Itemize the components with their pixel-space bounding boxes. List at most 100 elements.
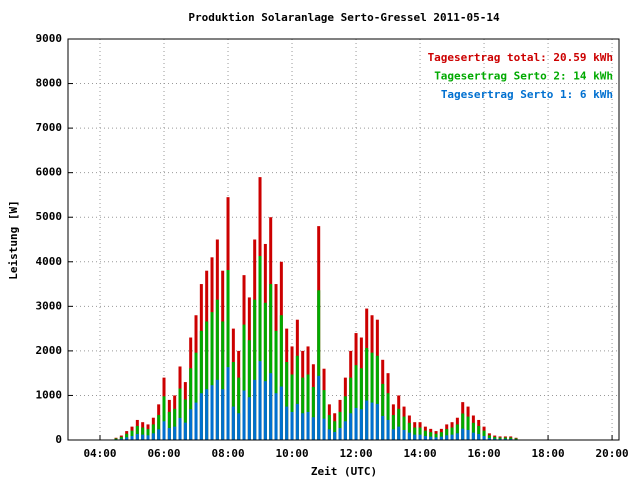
x-tick-label: 14:00 [403,447,436,460]
bar [381,383,385,440]
bar [119,436,123,440]
bar [253,299,257,440]
y-tick-label: 4000 [36,255,63,268]
bar [455,424,459,440]
bar [215,379,219,440]
bar [162,396,166,440]
bar [487,435,491,440]
bar [317,375,321,440]
bar [413,434,417,440]
y-tick-label: 8000 [36,77,63,90]
bar [461,428,465,440]
bar [327,429,331,440]
bar [429,436,433,440]
bar [343,396,347,440]
bar [397,408,401,440]
bar [141,427,145,440]
y-tick-label: 9000 [36,32,63,45]
y-axis-label: Leistung [W] [7,200,20,279]
bar [178,417,182,440]
legend-entry: Tagesertrag total: 20.59 kWh [428,51,613,64]
bar [167,411,171,440]
bar [365,400,369,440]
bar [237,413,241,440]
bar [135,433,139,440]
bar [359,409,363,440]
bar [402,416,406,440]
bar [354,407,358,440]
bar [311,417,315,440]
y-tick-label: 7000 [36,121,63,134]
bar [322,418,326,440]
bar [477,433,481,440]
bar [199,330,203,440]
bar [407,422,411,440]
bar [397,426,401,440]
bar [471,422,475,440]
bar [450,434,454,440]
bar [498,437,502,440]
bar [183,399,187,440]
bar [247,397,251,440]
bar [231,362,235,440]
bar [231,406,235,440]
bar [375,355,379,440]
bar [263,381,267,440]
bar [514,438,518,440]
bar [381,415,385,440]
bar [301,377,305,440]
bar [445,435,449,440]
bar [407,432,411,440]
bar [226,367,230,440]
bar [290,411,294,440]
bar [466,429,470,440]
bar [322,390,326,440]
bar [125,433,129,440]
bar [418,427,422,440]
bar [135,425,139,440]
bar [253,379,257,440]
bar [194,402,198,440]
bar [279,315,283,440]
bar [338,411,342,440]
y-tick-label: 2000 [36,344,63,357]
bar [498,438,502,440]
bar [391,429,395,440]
y-tick-label: 5000 [36,210,63,223]
plot-frame [67,38,620,441]
bar [418,434,422,440]
bar [221,389,225,440]
bar [359,368,363,440]
bar [493,436,497,440]
bar [354,365,358,440]
bar [263,302,267,440]
bar [130,430,134,440]
bar [311,386,315,440]
bar [349,413,353,440]
bar [333,431,337,440]
chart-title: Produktion Solaranlage Serto-Gressel 201… [188,11,500,24]
bar [487,437,491,440]
bar [242,390,246,440]
bar [439,436,443,440]
bar [301,413,305,440]
legend-entry: Tagesertrag Serto 2: 14 kWh [434,70,613,83]
bar [482,430,486,440]
bar [338,427,342,440]
bar [285,362,289,440]
bar [482,435,486,440]
bar [429,432,433,440]
bar [434,433,438,440]
bar [194,352,198,440]
bar [210,312,214,440]
y-tick-label: 1000 [36,388,63,401]
bar [247,340,251,440]
bar [509,438,513,440]
bar [157,415,161,440]
x-tick-label: 16:00 [467,447,500,460]
bar [189,409,193,440]
bar [162,421,166,440]
bar [167,427,171,440]
bar [386,419,390,440]
